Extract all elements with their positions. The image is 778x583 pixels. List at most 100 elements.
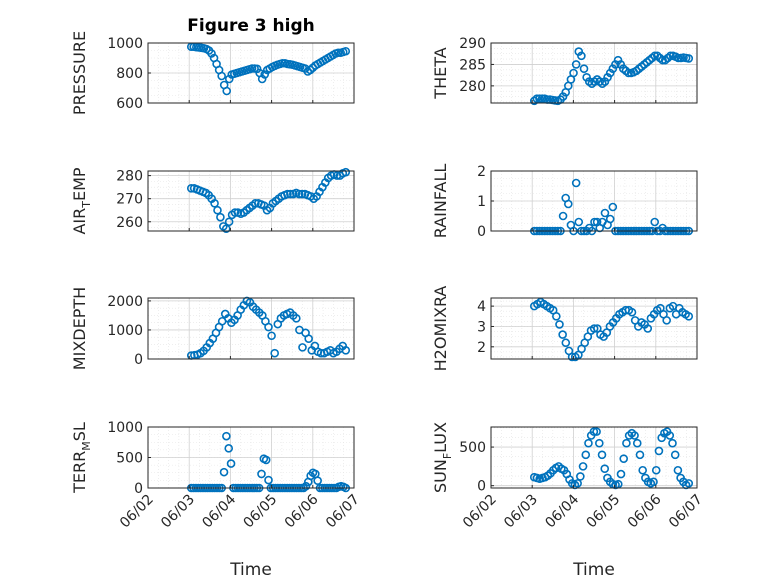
data-point xyxy=(616,60,625,69)
data-point xyxy=(608,64,618,74)
data-point xyxy=(573,479,582,488)
y-tick-label: 0 xyxy=(134,352,143,368)
data-point xyxy=(600,464,610,473)
data-point xyxy=(658,55,667,65)
data-point xyxy=(619,454,629,463)
data-point xyxy=(654,446,664,456)
y-axis-label-air-temp: AIRTEMP xyxy=(70,167,93,234)
x-tick-label: 06/06 xyxy=(282,491,322,531)
data-point xyxy=(552,311,561,321)
data-point xyxy=(592,427,601,436)
data-point xyxy=(341,167,351,177)
y-tick-label: 0 xyxy=(134,481,143,497)
y-tick-label: 1000 xyxy=(107,323,143,339)
y-tick-label: 290 xyxy=(459,36,486,52)
data-point xyxy=(264,322,273,332)
y-tick-label: 1000 xyxy=(107,36,143,52)
x-tick-label: 06/04 xyxy=(199,491,239,531)
data-point xyxy=(673,53,683,63)
data-point xyxy=(571,60,581,69)
y-tick-label: 1000 xyxy=(107,420,143,436)
y-tick-label: 2000 xyxy=(107,294,143,310)
y-tick-label: 0 xyxy=(477,224,486,240)
subplot-sun-flux: 0 500 SUNFLUX 06/02 06/03 06/04 06/05 06/06 06/0… xyxy=(431,422,706,531)
data-point xyxy=(662,316,671,325)
axes-box xyxy=(147,297,355,360)
y-tick-label: 600 xyxy=(116,96,143,112)
data-point xyxy=(569,68,578,78)
data-point xyxy=(670,450,680,460)
x-tick-label: 06/05 xyxy=(584,492,624,532)
y-axis-label-terr-msl: TERRMSL xyxy=(70,422,93,494)
data-point xyxy=(579,64,589,74)
data-point xyxy=(286,189,295,199)
data-point xyxy=(622,438,631,448)
y-tick-label: 1 xyxy=(477,194,486,210)
data-point xyxy=(571,178,581,188)
subplot-mixdepth: 0 1000 2000 MIXDEPTH xyxy=(70,287,355,370)
data-point xyxy=(297,189,307,199)
data-point xyxy=(224,74,234,84)
y-axis-label-theta: THETA xyxy=(431,47,450,99)
data-point xyxy=(207,49,216,58)
data-point xyxy=(186,184,196,193)
y-tick-label: 2 xyxy=(477,164,486,180)
data-point xyxy=(574,47,584,56)
data-point xyxy=(270,348,279,358)
data-point xyxy=(535,94,544,104)
y-tick-label: 285 xyxy=(459,57,486,73)
data-point xyxy=(650,51,660,61)
data-point xyxy=(605,214,615,224)
x-tick-label: 06/04 xyxy=(542,491,582,531)
data-point xyxy=(608,202,618,212)
y-tick-label: 260 xyxy=(116,215,143,231)
x-tick-label: 06/02 xyxy=(117,492,157,532)
data-point xyxy=(224,444,234,453)
subplot-pressure: 600 800 1000 PRESSURE xyxy=(70,31,355,115)
data-point xyxy=(301,481,311,491)
x-tick-label: 06/07 xyxy=(666,492,706,532)
y-axis-label-mixdepth: MIXDEPTH xyxy=(70,287,89,370)
data-point xyxy=(226,459,236,468)
x-tick-label: 06/05 xyxy=(241,492,281,532)
y-tick-label: 4 xyxy=(477,299,486,315)
data-point xyxy=(341,345,351,355)
data-point xyxy=(558,211,568,221)
data-point xyxy=(589,427,599,436)
data-point xyxy=(684,479,694,488)
x-axis-label-left: Time xyxy=(229,560,272,580)
data-point xyxy=(577,51,586,61)
data-point xyxy=(213,205,222,215)
data-point xyxy=(216,212,225,222)
data-point xyxy=(574,217,584,227)
data-point xyxy=(603,72,612,82)
data-point xyxy=(635,450,645,460)
data-point xyxy=(582,72,591,82)
data-point xyxy=(558,330,567,339)
data-point xyxy=(684,54,694,63)
data-point xyxy=(222,431,231,441)
y-tick-label: 0 xyxy=(477,479,486,495)
y-tick-label: 280 xyxy=(459,79,486,95)
y-tick-label: 500 xyxy=(116,451,143,467)
data-point xyxy=(257,469,266,479)
data-point xyxy=(252,64,262,74)
y-axis-label-pressure: PRESSURE xyxy=(70,31,89,115)
data-point xyxy=(267,331,276,341)
data-point xyxy=(643,324,653,333)
data-point xyxy=(668,438,677,448)
axes-box xyxy=(490,42,698,104)
axes-box xyxy=(490,426,698,489)
data-point xyxy=(264,475,273,485)
y-axis-label-h2omixra: H2OMIXRA xyxy=(431,286,450,372)
subplot-rainfall: 0 1 2 RAINFALL xyxy=(431,164,698,240)
x-tick-label: 06/06 xyxy=(625,491,665,531)
data-point xyxy=(555,320,564,329)
subplot-theta: 280 285 290 THETA xyxy=(431,36,698,106)
y-tick-label: 2 xyxy=(477,340,486,356)
x-tick-label: 06/03 xyxy=(158,492,198,532)
data-point xyxy=(333,48,343,58)
x-tick-label: 06/03 xyxy=(501,492,541,532)
